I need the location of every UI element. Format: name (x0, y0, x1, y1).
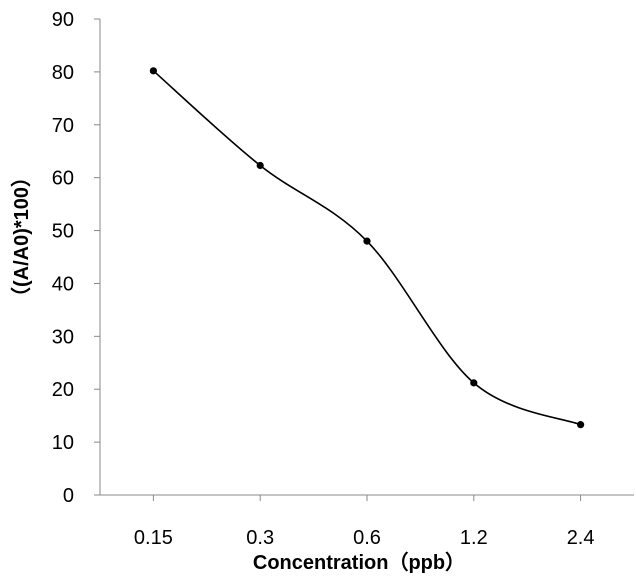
x-axis-title: Concentration（ppb） (253, 551, 465, 574)
y-tick-label: 10 (52, 432, 74, 454)
data-point (470, 379, 478, 387)
y-axis-title: （(A/A0)*100） (10, 167, 33, 307)
y-tick-label: 0 (63, 485, 74, 507)
data-point (149, 67, 157, 75)
x-tick-label: 0.3 (246, 527, 274, 549)
data-point (577, 421, 585, 429)
y-axis: 0 10 20 30 40 50 60 70 80 90 (52, 9, 101, 507)
data-point (363, 237, 371, 245)
x-tick-label: 0.15 (134, 527, 173, 549)
y-tick-label: 90 (52, 9, 74, 31)
y-tick-label: 60 (52, 168, 74, 190)
y-tick-label: 40 (52, 273, 74, 295)
x-tick-label: 1.2 (460, 527, 488, 549)
data-point (256, 161, 264, 170)
y-tick-label: 80 (52, 62, 74, 84)
x-axis: 0.15 0.3 0.6 1.2 2.4 (100, 494, 634, 549)
y-tick-label: 50 (52, 221, 74, 243)
series-line (152, 70, 581, 426)
x-tick-label: 2.4 (567, 527, 595, 549)
y-tick-label: 30 (52, 326, 74, 348)
y-tick-label: 20 (52, 379, 74, 401)
series-group (149, 67, 585, 429)
x-tick-label: 0.6 (353, 527, 381, 549)
y-tick-label: 70 (52, 115, 74, 137)
